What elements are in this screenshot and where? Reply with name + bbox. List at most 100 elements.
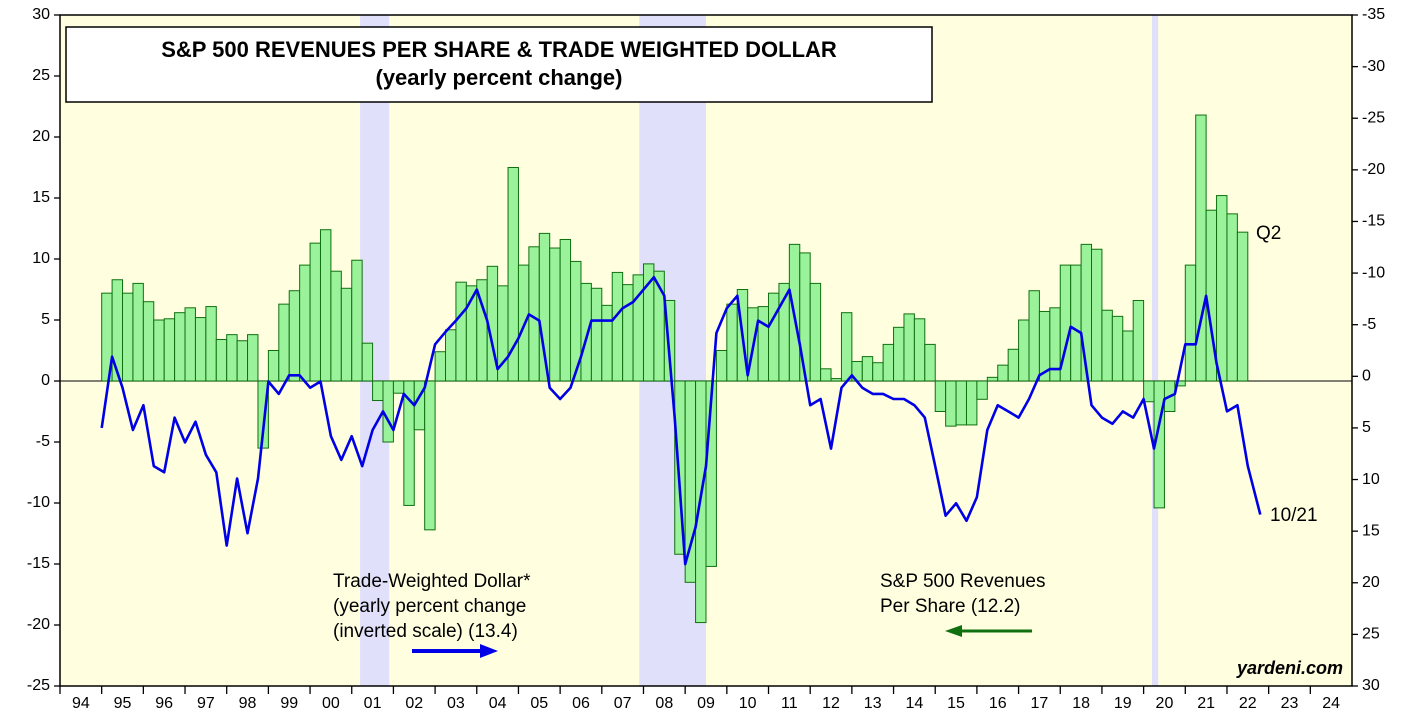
- x-tick-label: 94: [72, 695, 90, 712]
- bar: [351, 259, 363, 382]
- x-tick-label: 02: [405, 695, 423, 712]
- plot-frame: [59, 14, 1353, 687]
- bar: [174, 312, 186, 382]
- y2-tick-label: -35: [1362, 6, 1385, 23]
- annotation: Q2: [1256, 223, 1281, 244]
- watermark: yardeni.com: [1236, 658, 1343, 678]
- y-tick-label: -5: [36, 433, 50, 450]
- y-tick-label: 0: [41, 372, 50, 389]
- bar: [257, 380, 269, 449]
- y-tick-label: -10: [27, 494, 50, 511]
- bar: [1101, 309, 1113, 382]
- x-tick-label: 04: [489, 695, 507, 712]
- y2-tick-label: -5: [1362, 316, 1376, 333]
- bar: [934, 380, 947, 412]
- bar: [715, 350, 728, 382]
- bar: [924, 343, 936, 382]
- bar: [882, 343, 895, 382]
- bar: [799, 252, 811, 382]
- bar: [663, 299, 676, 382]
- y-tick-label: 15: [32, 189, 50, 206]
- y2-tick-label: -25: [1362, 109, 1385, 126]
- bar: [601, 304, 613, 382]
- bar: [1070, 264, 1082, 382]
- x-tick-label: 97: [197, 695, 215, 712]
- bar: [622, 284, 634, 382]
- y2-tick-label: -20: [1362, 161, 1385, 178]
- x-tick-label: 99: [280, 695, 298, 712]
- bar: [403, 380, 415, 506]
- bar: [893, 326, 905, 382]
- x-tick-label: 03: [447, 695, 465, 712]
- y2-tick-label: 25: [1362, 626, 1380, 643]
- bar: [1236, 231, 1249, 382]
- bar: [455, 281, 467, 382]
- bar: [986, 376, 999, 382]
- x-tick-label: 23: [1281, 695, 1299, 712]
- bar: [194, 317, 207, 382]
- y2-tick-label: -10: [1362, 264, 1385, 281]
- x-tick-label: 11: [781, 695, 798, 712]
- y-tick-label: 25: [32, 67, 50, 84]
- bar: [184, 307, 196, 382]
- x-tick-label: 20: [1156, 695, 1174, 712]
- x-tick-label: 96: [155, 695, 173, 712]
- bar: [1143, 380, 1155, 403]
- x-tick-label: 22: [1239, 695, 1257, 712]
- bar: [809, 282, 822, 382]
- chart-title: S&P 500 REVENUES PER SHARE & TRADE WEIGH…: [161, 37, 837, 62]
- y2-tick-label: 15: [1362, 522, 1380, 539]
- bar: [278, 303, 290, 382]
- bar: [372, 380, 384, 402]
- bar: [1018, 319, 1030, 382]
- x-tick-label: 05: [530, 695, 548, 712]
- annotation: Per Share (12.2): [880, 596, 1020, 617]
- bar: [111, 279, 124, 382]
- x-tick-label: 17: [1031, 695, 1049, 712]
- x-tick-label: 00: [322, 695, 340, 712]
- bar: [903, 313, 915, 382]
- y-tick-label: -20: [27, 616, 50, 633]
- y-tick-label: 20: [32, 128, 50, 145]
- bar: [590, 287, 603, 382]
- bar: [997, 364, 1009, 382]
- annotation: (inverted scale) (13.4): [333, 621, 518, 642]
- x-tick-label: 15: [947, 695, 965, 712]
- x-tick-label: 24: [1322, 695, 1340, 712]
- bar: [1132, 299, 1145, 382]
- bar: [330, 270, 342, 382]
- bar: [945, 380, 957, 427]
- y-tick-label: 5: [41, 311, 50, 328]
- bar: [913, 318, 926, 382]
- bar: [768, 292, 780, 382]
- bar: [340, 287, 353, 382]
- bar: [820, 368, 832, 382]
- bar: [830, 378, 842, 382]
- bar: [434, 351, 447, 382]
- x-tick-label: 01: [364, 695, 382, 712]
- x-tick-label: 13: [864, 695, 882, 712]
- bar: [153, 319, 165, 382]
- bar: [559, 238, 572, 382]
- annotation: S&P 500 Revenues: [880, 571, 1046, 592]
- y-tick-label: 10: [32, 250, 50, 267]
- x-tick-label: 16: [989, 695, 1007, 712]
- bar: [142, 301, 155, 382]
- y-tick-label: 30: [32, 6, 50, 23]
- bar: [965, 380, 978, 426]
- bar: [309, 242, 321, 382]
- bar: [236, 340, 249, 382]
- x-tick-label: 19: [1114, 695, 1132, 712]
- y2-tick-label: 20: [1362, 574, 1380, 591]
- bar: [205, 306, 217, 382]
- bar: [299, 264, 311, 382]
- y2-tick-label: -15: [1362, 213, 1385, 230]
- green-arrow: [945, 625, 1032, 637]
- bar: [215, 339, 228, 382]
- x-tick-label: 14: [905, 695, 923, 712]
- bar: [517, 264, 530, 382]
- x-tick-label: 09: [697, 695, 715, 712]
- bar: [247, 334, 259, 382]
- y2-tick-label: -30: [1362, 58, 1385, 75]
